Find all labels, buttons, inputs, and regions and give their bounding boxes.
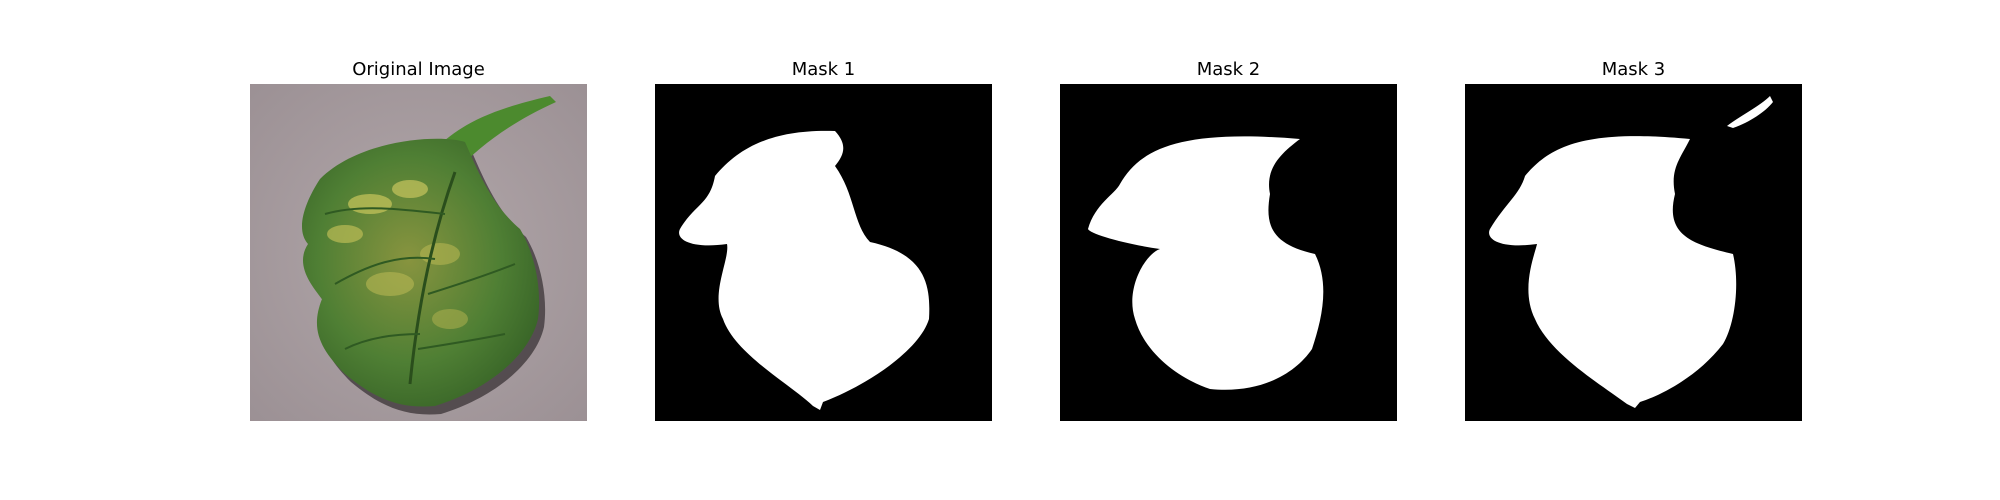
mask-1-shape <box>679 130 930 410</box>
panel-title-mask-3: Mask 3 <box>1601 59 1666 80</box>
mask-3-image <box>1465 84 1802 421</box>
mask-3-panel <box>1465 84 1802 421</box>
mask-1-image <box>655 84 992 421</box>
mask-1-panel <box>655 84 992 421</box>
panel-title-mask-2: Mask 2 <box>1196 59 1261 80</box>
panel-title-original-image: Original Image <box>352 59 485 80</box>
mask-2-image <box>1060 84 1397 421</box>
mask-3-shape <box>1489 136 1737 408</box>
mask-2-panel <box>1060 84 1397 421</box>
panel-title-mask-1: Mask 1 <box>791 59 856 80</box>
original-image-panel <box>250 84 587 421</box>
leaf-photo <box>250 84 587 421</box>
mask-2-shape <box>1088 136 1324 390</box>
mask-3-stem <box>1727 96 1773 128</box>
